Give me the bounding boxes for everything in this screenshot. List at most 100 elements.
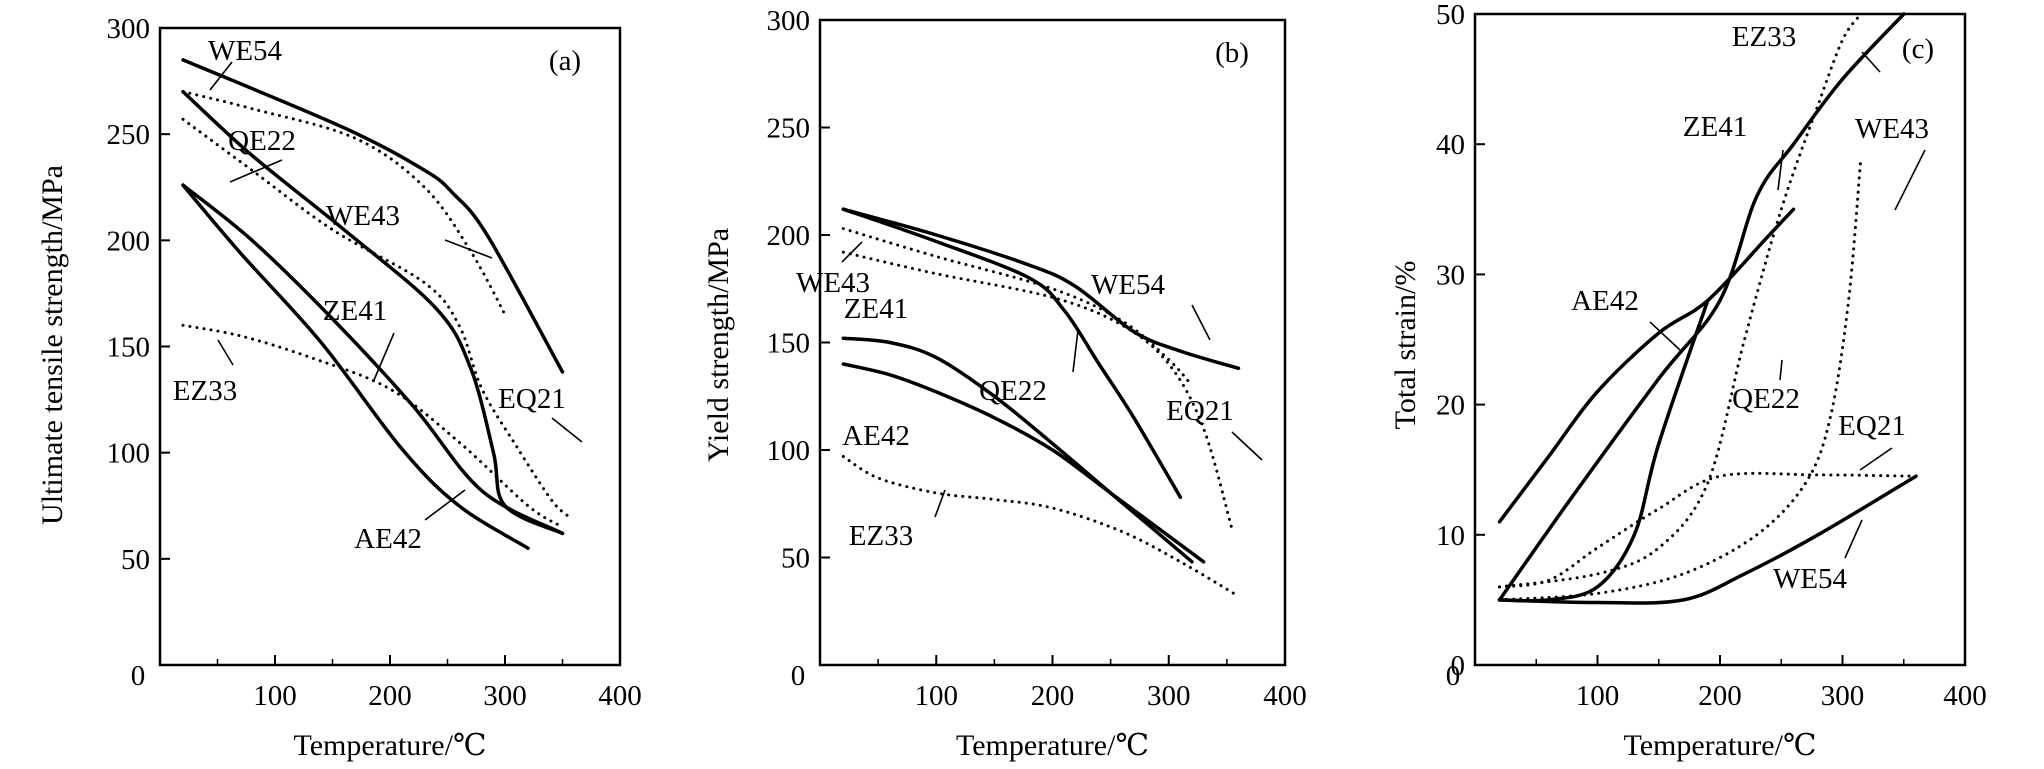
series-line-ez33 bbox=[1498, 12, 1863, 589]
series-label-ez33: EZ33 bbox=[173, 375, 237, 407]
x-tick-label: 0 bbox=[131, 660, 146, 692]
series-leader-we54 bbox=[209, 61, 233, 91]
series-leader-qe22 bbox=[229, 159, 283, 183]
series-leader-we54 bbox=[1191, 304, 1211, 341]
y-tick-label: 0 bbox=[1451, 650, 1466, 682]
x-tick-label: 0 bbox=[791, 660, 806, 692]
series-line-ae42 bbox=[841, 362, 1206, 564]
y-tick-label: 250 bbox=[767, 113, 811, 145]
panel-label: (c) bbox=[1902, 33, 1934, 65]
x-axis-title: Temperature/℃ bbox=[1623, 729, 1816, 762]
series-leader-ez33 bbox=[934, 489, 946, 518]
series-label-we54: WE54 bbox=[1091, 269, 1166, 301]
series-label-we54: WE54 bbox=[208, 35, 283, 67]
series-line-eq21 bbox=[841, 250, 1235, 534]
y-tick-label: 50 bbox=[121, 544, 150, 576]
y-tick-label: 300 bbox=[107, 13, 151, 45]
series-label-we54: WE54 bbox=[1773, 563, 1848, 595]
series-leader-qe22 bbox=[1072, 329, 1079, 373]
series-label-qe22: QE22 bbox=[1732, 383, 1800, 415]
series-line-ez33 bbox=[181, 323, 564, 529]
series-line-ze41 bbox=[181, 183, 565, 536]
series-label-qe22: QE22 bbox=[228, 125, 296, 157]
chart-panel-a: 0 100 200 300 400 50 100 150 200 250 300 Temperatur… bbox=[36, 13, 642, 762]
x-tick-label: 400 bbox=[1263, 680, 1307, 712]
series-leader-ze41 bbox=[373, 332, 395, 381]
series-label-ze41: ZE41 bbox=[844, 293, 908, 325]
series-leader-ae42 bbox=[424, 489, 466, 521]
y-tick-label: 10 bbox=[1436, 520, 1465, 552]
y-tick-label: 100 bbox=[767, 435, 811, 467]
series-leader-we43 bbox=[444, 239, 493, 259]
y-tick-label: 100 bbox=[107, 438, 151, 470]
chart-panel-b: 0 100 200 300 400 50 100 150 200 250 300 Temperatur… bbox=[702, 5, 1307, 762]
series-label-ae42: AE42 bbox=[1571, 285, 1639, 317]
series-line-we43 bbox=[841, 227, 1194, 387]
y-axis-title: Ultimate tensile strength/MPa bbox=[36, 165, 69, 525]
series-leader-we43 bbox=[841, 241, 863, 263]
series-line-we54 bbox=[1497, 474, 1918, 605]
x-tick-label: 400 bbox=[1943, 680, 1987, 712]
series-label-ze41: ZE41 bbox=[323, 295, 387, 327]
series-label-ae42: AE42 bbox=[354, 523, 422, 555]
x-tick-label: 100 bbox=[915, 680, 959, 712]
series-leader-ez33 bbox=[1861, 51, 1881, 73]
y-tick-label: 150 bbox=[107, 332, 151, 364]
series-leader-ze41 bbox=[1777, 149, 1784, 191]
y-tick-label: 200 bbox=[107, 225, 151, 257]
x-tick-label: 300 bbox=[1147, 680, 1191, 712]
series-leader-ae42 bbox=[1649, 321, 1681, 351]
y-tick-label: 30 bbox=[1436, 259, 1465, 291]
y-tick-label: 40 bbox=[1436, 129, 1465, 161]
x-tick-label: 200 bbox=[368, 680, 412, 712]
series-line-we43 bbox=[181, 90, 507, 317]
series-label-we43: WE43 bbox=[796, 267, 870, 299]
series-leader-we54 bbox=[1844, 519, 1863, 559]
series-leader-qe22 bbox=[1779, 359, 1783, 381]
x-tick-label: 200 bbox=[1031, 680, 1075, 712]
panel-label: (b) bbox=[1215, 37, 1249, 69]
panel-label: (a) bbox=[549, 45, 581, 77]
series-label-eq21: EQ21 bbox=[498, 383, 566, 415]
x-tick-label: 200 bbox=[1698, 680, 1742, 712]
series-label-ez33: EZ33 bbox=[849, 520, 913, 552]
series-line-qe22 bbox=[841, 207, 1183, 500]
series-line-ez33 bbox=[841, 455, 1240, 598]
y-tick-label: 50 bbox=[1436, 0, 1465, 31]
x-tick-label: 400 bbox=[598, 680, 642, 712]
series-label-ae42: AE42 bbox=[842, 420, 910, 452]
series-label-ze41: ZE41 bbox=[1683, 111, 1747, 143]
y-tick-label: 150 bbox=[767, 328, 811, 360]
series-leader-eq21 bbox=[1231, 431, 1263, 461]
x-tick-label: 300 bbox=[483, 680, 527, 712]
series-label-we43: WE43 bbox=[1855, 113, 1929, 145]
y-axis-title: Yield strength/MPa bbox=[702, 228, 735, 462]
x-axis-title: Temperature/℃ bbox=[956, 729, 1149, 762]
y-tick-label: 20 bbox=[1436, 390, 1465, 422]
y-axis-title: Total strain/% bbox=[1389, 261, 1422, 430]
y-tick-label: 50 bbox=[781, 543, 810, 575]
series-label-ez33: EZ33 bbox=[1732, 21, 1796, 53]
x-tick-label: 0 bbox=[1446, 660, 1461, 692]
y-tick-label: 200 bbox=[767, 220, 811, 252]
x-tick-label: 100 bbox=[1576, 680, 1620, 712]
series-line-we54 bbox=[841, 207, 1241, 371]
y-tick-label: 250 bbox=[107, 119, 151, 151]
chart-panel-c: 0 100 200 300 400 0 10 20 30 40 50 Temperature/℃ Tot… bbox=[1389, 0, 1987, 762]
series-line-we54 bbox=[181, 58, 565, 374]
series-leader-ez33 bbox=[217, 339, 234, 366]
series-line-ae42 bbox=[181, 183, 530, 550]
series-line-ae42 bbox=[1497, 207, 1796, 524]
series-label-qe22: QE22 bbox=[979, 375, 1047, 407]
series-leader-eq21 bbox=[551, 417, 583, 443]
y-tick-label: 300 bbox=[767, 5, 811, 37]
x-tick-label: 100 bbox=[253, 680, 297, 712]
plot-frame bbox=[158, 26, 622, 667]
series-label-we43: WE43 bbox=[326, 200, 400, 232]
series-line-eq21 bbox=[181, 117, 570, 518]
series-leader-eq21 bbox=[1859, 447, 1893, 471]
series-label-eq21: EQ21 bbox=[1838, 410, 1906, 442]
series-leader-we43 bbox=[1894, 149, 1926, 211]
series-label-eq21: EQ21 bbox=[1166, 395, 1234, 427]
